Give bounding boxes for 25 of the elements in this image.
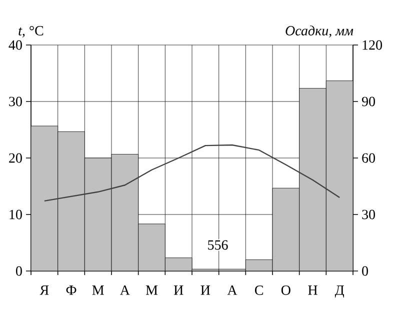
x-tick-label: А (120, 286, 130, 295)
y2-tick-label: 120 (362, 40, 382, 50)
y-tick-label: 30 (9, 96, 22, 106)
y-tick-label: 0 (16, 266, 22, 276)
annotation: 556 (208, 240, 228, 250)
x-tick-label: М (92, 286, 104, 295)
y-tick-label: 10 (10, 210, 22, 220)
y2-tick-label: 90 (362, 96, 375, 106)
x-tick-label: Н (308, 286, 318, 295)
y-tick-label: 20 (9, 153, 22, 163)
y-tick-label: 40 (8, 40, 22, 50)
x-tick-label: И (174, 286, 184, 295)
x-tick-label: И (200, 286, 210, 295)
x-tick-label: С (255, 286, 263, 295)
x-tick-label: М (146, 286, 158, 295)
y-axis-title: t, °C (18, 26, 44, 38)
x-tick-label: Д (334, 286, 344, 298)
y2-axis-title: Осадки, мм (286, 26, 354, 38)
x-tick-label: Ф (66, 286, 76, 295)
x-tick-label: Я (40, 286, 49, 295)
x-tick-label: О (281, 286, 290, 295)
y2-tick-label: 0 (362, 266, 368, 276)
x-tick-label: А (227, 286, 238, 295)
y2-tick-label: 60 (362, 153, 375, 163)
y2-tick-label: 30 (362, 210, 375, 220)
